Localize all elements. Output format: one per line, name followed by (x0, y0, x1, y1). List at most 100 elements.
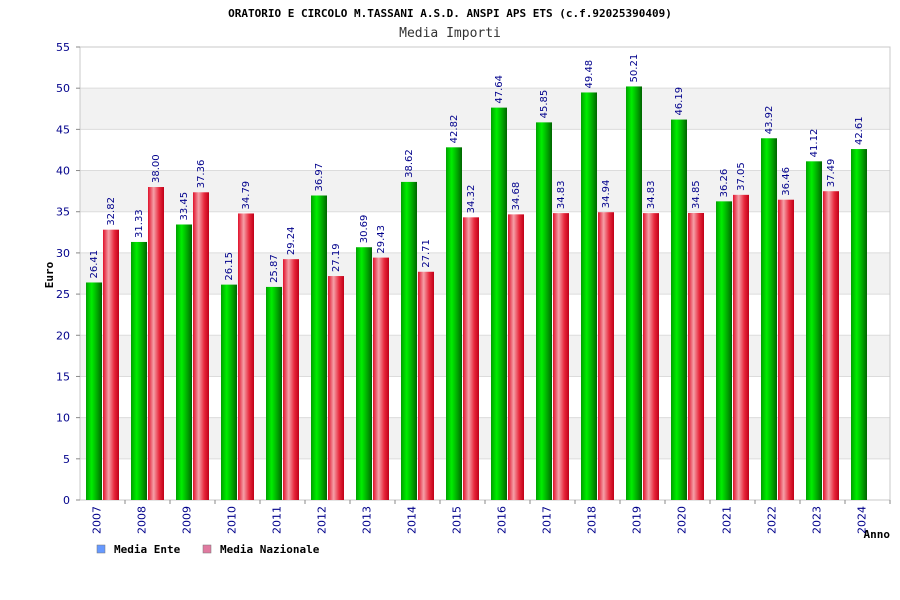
value-label-media-ente-2011: 25.87 (269, 254, 280, 283)
y-tick-label: 35 (56, 206, 70, 219)
bar-media-ente-2020 (671, 119, 687, 500)
grid-bands (80, 47, 890, 500)
value-label-media-nazionale-2007: 32.82 (106, 197, 117, 226)
value-label-media-ente-2007: 26.41 (89, 250, 100, 279)
value-label-media-nazionale-2019: 34.83 (646, 180, 657, 209)
y-tick-label: 25 (56, 288, 70, 301)
legend-swatch-media-ente (96, 544, 106, 554)
grid-band (80, 417, 890, 459)
value-label-media-nazionale-2017: 34.83 (556, 180, 567, 209)
legend: Media Ente Media Nazionale (96, 543, 320, 556)
grid-band (80, 335, 890, 377)
value-label-media-ente-2013: 30.69 (359, 215, 370, 244)
y-tick-label: 0 (63, 494, 70, 507)
value-labels: 26.41 32.82 31.33 38.00 33.45 37.36 26.15 34.79… (89, 54, 865, 283)
value-label-media-nazionale-2018: 34.94 (601, 180, 612, 209)
x-tick-label: 2021 (721, 506, 734, 534)
value-label-media-ente-2021: 36.26 (719, 169, 730, 198)
value-label-media-ente-2010: 26.15 (224, 252, 235, 281)
y-tick-label: 50 (56, 82, 70, 95)
value-label-media-nazionale-2021: 37.05 (736, 162, 747, 191)
bar-media-nazionale-2010 (238, 213, 254, 500)
grid-band (80, 458, 890, 500)
grid-band (80, 376, 890, 418)
bar-media-nazionale-2019 (643, 213, 659, 501)
y-tick-label: 20 (56, 329, 70, 342)
grid-band (80, 211, 890, 253)
y-tick-label: 15 (56, 370, 70, 383)
bar-media-nazionale-2018 (598, 212, 614, 501)
bar-media-ente-2019 (626, 86, 642, 500)
x-tick-label: 2024 (856, 506, 869, 534)
value-label-media-ente-2017: 45.85 (539, 90, 550, 119)
value-label-media-nazionale-2022: 36.46 (781, 167, 792, 196)
value-label-media-ente-2015: 42.82 (449, 115, 460, 144)
value-label-media-ente-2012: 36.97 (314, 163, 325, 192)
grid-band (80, 88, 890, 130)
bar-media-nazionale-2012 (328, 276, 344, 500)
value-label-media-ente-2022: 43.92 (764, 106, 775, 135)
bar-media-ente-2023 (806, 161, 822, 500)
grid-band (80, 294, 890, 336)
x-tick-label: 2010 (226, 506, 239, 534)
value-label-media-nazionale-2008: 38.00 (151, 154, 162, 183)
y-axis-label: Euro (43, 261, 56, 288)
x-tick-label: 2015 (451, 506, 464, 534)
bar-media-ente-2014 (401, 181, 417, 501)
x-tick-label: 2011 (271, 506, 284, 534)
value-label-media-nazionale-2011: 29.24 (286, 227, 297, 256)
value-label-media-nazionale-2014: 27.71 (421, 239, 432, 268)
bar-media-nazionale-2020 (688, 212, 704, 501)
legend-swatch-media-nazionale (202, 544, 212, 554)
value-label-media-nazionale-2020: 34.85 (691, 180, 702, 209)
x-tick-label: 2009 (181, 506, 194, 534)
grid-band (80, 170, 890, 212)
chart-subtitle: Media Importi (399, 26, 501, 41)
x-tick-label: 2018 (586, 506, 599, 534)
bar-media-ente-2022 (761, 138, 777, 500)
legend-item-media-ente: Media Ente (96, 543, 181, 556)
x-tick-label: 2016 (496, 506, 509, 534)
chart-title: ORATORIO E CIRCOLO M.TASSANI A.S.D. ANSP… (228, 7, 672, 20)
bar-media-ente-2011 (266, 286, 282, 500)
x-tick-label: 2013 (361, 506, 374, 534)
value-label-media-nazionale-2023: 37.49 (826, 159, 837, 188)
value-label-media-ente-2009: 33.45 (179, 192, 190, 221)
x-tick-label: 2022 (766, 506, 779, 534)
x-tick-label: 2017 (541, 506, 554, 534)
bar-media-ente-2018 (581, 92, 597, 501)
bar-media-ente-2017 (536, 122, 552, 500)
legend-label-media-ente: Media Ente (114, 543, 181, 556)
value-label-media-nazionale-2010: 34.79 (241, 181, 252, 210)
legend-item-media-nazionale: Media Nazionale (202, 543, 320, 556)
bar-media-ente-2013 (356, 247, 372, 500)
bar-media-nazionale-2021 (733, 194, 749, 501)
y-tick-label: 45 (56, 123, 70, 136)
bar-media-nazionale-2017 (553, 213, 569, 501)
value-label-media-nazionale-2009: 37.36 (196, 160, 207, 189)
bar-media-nazionale-2022 (778, 199, 794, 500)
x-axis-label: Anno (864, 528, 891, 541)
x-tick-label: 2008 (136, 506, 149, 534)
value-label-media-nazionale-2016: 34.68 (511, 182, 522, 211)
x-tick-label: 2012 (316, 506, 329, 534)
bar-media-ente-2008 (131, 241, 147, 501)
y-tick-label: 55 (56, 41, 70, 54)
bar-media-ente-2024 (851, 149, 867, 501)
bar-media-nazionale-2011 (283, 259, 299, 500)
x-tick-label: 2019 (631, 506, 644, 534)
grid-band (80, 47, 890, 89)
bar-media-nazionale-2014 (418, 271, 434, 500)
bar-media-ente-2015 (446, 147, 462, 500)
bar-media-ente-2009 (176, 224, 192, 500)
bar-media-ente-2010 (221, 284, 237, 500)
y-tick-label: 30 (56, 247, 70, 260)
value-label-media-ente-2014: 38.62 (404, 149, 415, 178)
bar-media-ente-2016 (491, 107, 507, 501)
y-tick-label: 40 (56, 165, 70, 178)
value-label-media-ente-2016: 47.64 (494, 75, 505, 104)
bars (86, 86, 867, 501)
bar-media-nazionale-2008 (148, 187, 164, 500)
value-label-media-ente-2008: 31.33 (134, 209, 145, 238)
value-label-media-ente-2018: 49.48 (584, 60, 595, 89)
